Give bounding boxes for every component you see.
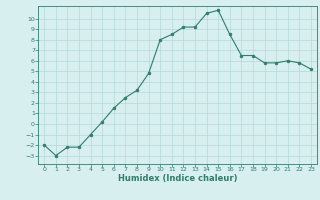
X-axis label: Humidex (Indice chaleur): Humidex (Indice chaleur) xyxy=(118,174,237,183)
